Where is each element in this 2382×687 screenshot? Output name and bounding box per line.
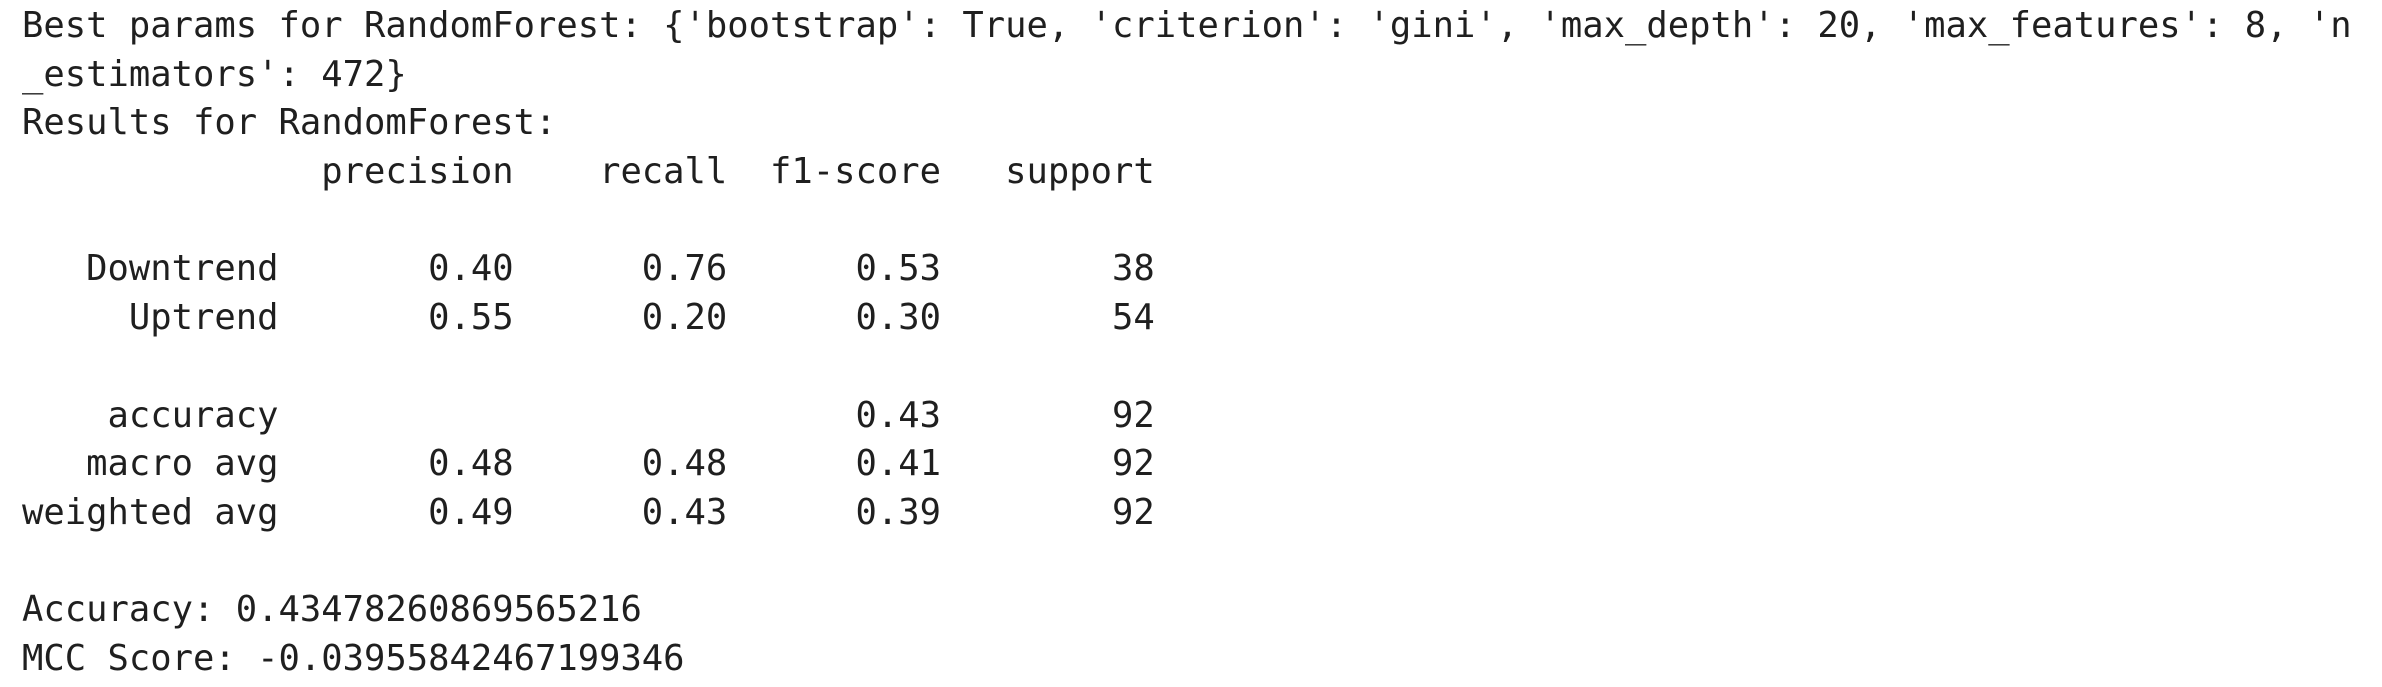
report-column-headers: precision recall f1-score support — [22, 151, 1155, 193]
report-row-weighted-avg: weighted avg 0.49 0.43 0.39 92 — [22, 491, 1155, 533]
best-params-line: Best params for RandomForest: {'bootstra… — [22, 5, 2352, 46]
blank-line — [22, 197, 2382, 246]
stdout-text: Best params for RandomForest: {'bootstra… — [22, 2, 2382, 684]
best-params-line-continued: _estimators': 472} — [22, 53, 407, 95]
report-row-downtrend: Downtrend 0.40 0.76 0.53 38 — [22, 248, 1155, 290]
report-row-uptrend: Uptrend 0.55 0.20 0.30 54 — [22, 297, 1155, 339]
report-row-accuracy: accuracy 0.43 92 — [22, 394, 1155, 436]
results-heading: Results for RandomForest: — [22, 102, 557, 144]
blank-line — [22, 538, 2382, 587]
mcc-score-line: MCC Score: -0.03955842467199346 — [22, 637, 685, 679]
accuracy-score-line: Accuracy: 0.43478260869565216 — [22, 589, 642, 631]
blank-line — [22, 343, 2382, 392]
report-row-macro-avg: macro avg 0.48 0.48 0.41 92 — [22, 443, 1155, 485]
